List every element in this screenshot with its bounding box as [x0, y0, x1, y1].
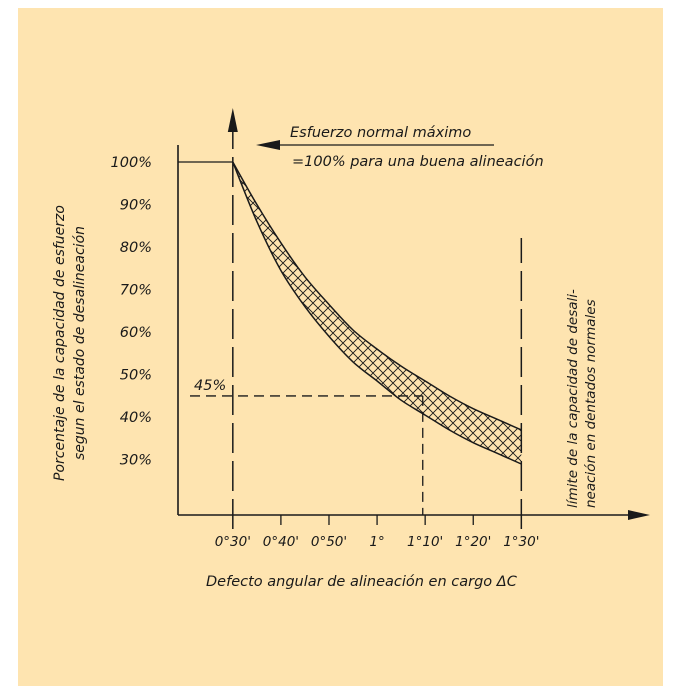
y-tick-label: 60%: [120, 325, 152, 341]
x-tick-label: 0°30': [215, 534, 251, 550]
annotation-arrowhead: [256, 140, 280, 150]
x-axis-arrowhead: [628, 510, 650, 520]
chart-panel: Esfuerzo normal máximo =100% para una bu…: [18, 8, 663, 686]
y-tick-label: 70%: [120, 283, 152, 299]
hatched-band-area: [232, 162, 522, 464]
label-45-percent: 45%: [194, 378, 226, 394]
x-tick-labels: 0°30' 0°40' 0°50' 1° 1°10' 1°20' 1°30': [215, 515, 539, 550]
y-tick-label: 90%: [120, 198, 152, 214]
x-tick-label: 1°: [369, 534, 384, 550]
upper-curve-line: [232, 161, 522, 431]
annotation-limit-line2: neación en dentados normales: [583, 299, 599, 508]
x-tick-label: 1°10': [407, 534, 443, 550]
annotation-max-stress-line1: Esfuerzo normal máximo: [290, 125, 471, 141]
y-tick-label: 30%: [120, 453, 152, 469]
x-tick-label: 0°40': [263, 534, 299, 550]
annotation-max-stress-line2: =100% para una buena alineación: [292, 154, 544, 170]
y-tick-label: 100%: [111, 155, 152, 171]
chart-svg: Esfuerzo normal máximo =100% para una bu…: [52, 108, 650, 590]
y-tick-labels: 30% 40% 50% 60% 70% 80% 90% 100%: [111, 155, 152, 469]
x-axis-label: Defecto angular de alineación en cargo Δ…: [206, 574, 518, 590]
vertical-arrowhead: [227, 108, 238, 132]
y-tick-label: 50%: [120, 368, 152, 384]
x-tick-label: 1°30': [503, 534, 539, 550]
y-axis-label-line1: Porcentaje de la capacidad de esfuerzo: [52, 205, 68, 481]
x-tick-label: 1°20': [455, 534, 491, 550]
lower-curve-line: [232, 161, 522, 465]
annotation-limit-line1: límite de la capacidad de desali-: [565, 289, 581, 508]
y-tick-label: 80%: [120, 240, 152, 256]
y-tick-label: 40%: [120, 410, 152, 426]
x-tick-label: 0°50': [311, 534, 347, 550]
y-axis-label-line2: segun el estado de desalineación: [72, 226, 88, 460]
